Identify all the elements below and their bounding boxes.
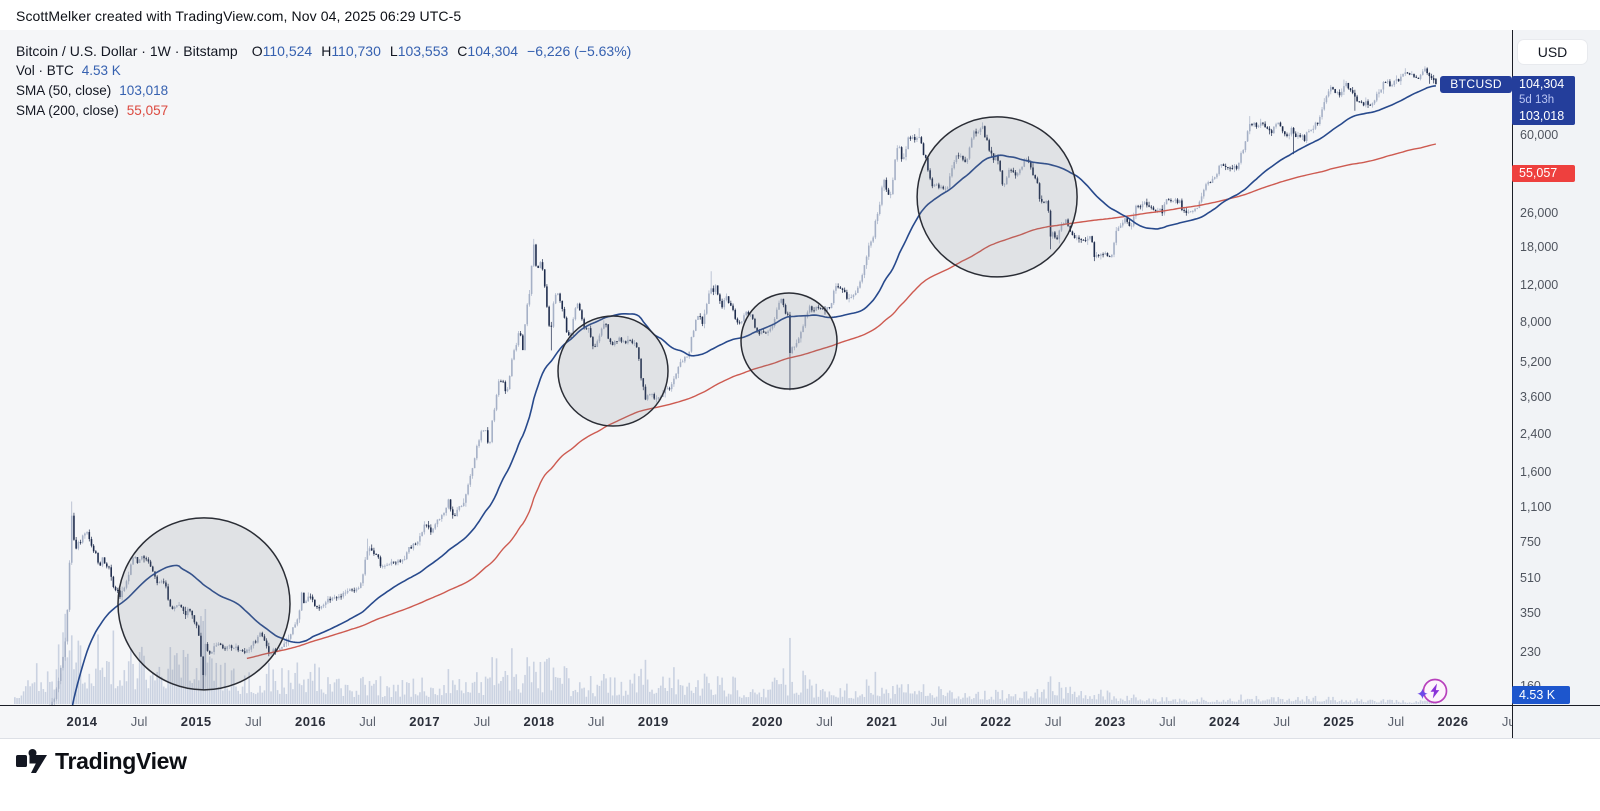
sma200-legend-row[interactable]: SMA (200, close) 55,057 [16, 101, 631, 121]
open-label: O [251, 43, 263, 59]
high-value: 110,730 [331, 43, 381, 59]
highlight-circle[interactable] [557, 315, 669, 427]
time-tick-label: Jul [816, 714, 833, 729]
time-tick-label: Jul [1044, 714, 1062, 729]
sma-200-line [246, 143, 1437, 660]
time-axis[interactable]: 2014 Jul 2015 Jul 2016 Jul 2017 Jul 2018 Jul 2019 2… [0, 705, 1512, 738]
price-tick-label: 8,000 [1520, 315, 1552, 330]
open-value: 110,524 [262, 43, 313, 59]
sma50-price-label: 103,018 [1512, 107, 1575, 125]
highlight-circle[interactable] [916, 116, 1078, 278]
volume-legend-row[interactable]: Vol · BTC 4.53 K [16, 61, 631, 81]
time-tick-label: 2022 [980, 714, 1012, 729]
volume-value: 4.53 K [81, 63, 121, 78]
price-axis[interactable]: USD 60,00040,00026,00018,00012,0008,0005… [1512, 30, 1600, 738]
volume-bars [14, 609, 1437, 704]
bar-countdown-label: 5d 13h [1512, 92, 1575, 108]
candlesticks [49, 66, 1437, 705]
sma200-label: SMA (200, close) [16, 103, 119, 118]
time-tick-label: 2014 [66, 714, 98, 729]
lightning-bolt-icon [1430, 683, 1440, 699]
time-tick-label: 2018 [523, 714, 555, 729]
currency-button[interactable]: USD [1518, 40, 1587, 64]
time-tick-label: 2019 [637, 714, 669, 729]
time-tick-label: 2024 [1209, 714, 1240, 729]
price-scale-background [1512, 30, 1600, 738]
highlight-circle[interactable] [117, 517, 291, 691]
price-tick-label: 5,200 [1520, 355, 1552, 370]
time-tick-label: Jul [1159, 714, 1176, 729]
price-tick-label: 350 [1520, 606, 1541, 620]
high-label: H [321, 43, 332, 59]
annotation-circles[interactable] [117, 116, 1078, 691]
close-value: 104,304 [467, 43, 519, 59]
price-tick-label: 230 [1520, 645, 1541, 659]
time-tick-label: 2021 [866, 714, 898, 729]
price-tick-label: 26,000 [1520, 206, 1559, 220]
price-tick-label: 60,000 [1520, 128, 1559, 143]
time-tick-label: 2016 [295, 714, 326, 729]
time-tick-label: Jul [587, 714, 605, 729]
time-tick-label: Jul [1273, 714, 1290, 729]
tradingview-logo[interactable]: TradingView [16, 748, 187, 775]
low-value: 103,553 [397, 43, 449, 59]
time-tick-label: 2017 [409, 714, 441, 729]
time-tick-label: 2025 [1323, 714, 1355, 729]
sma200-value: 55,057 [126, 103, 169, 118]
watermark-text: ScottMelker created with TradingView.com… [16, 8, 462, 24]
low-label: L [389, 43, 398, 59]
footer: TradingView [16, 744, 187, 778]
sma-50-line [71, 85, 1437, 705]
chart-legend: Bitcoin / U.S. Dollar · 1W · Bitstamp O11… [16, 41, 631, 121]
time-tick-label: Jul [359, 714, 376, 729]
volume-value-label: 4.53 K [1512, 686, 1570, 704]
tradingview-logo-icon [16, 749, 47, 773]
sma50-value: 103,018 [119, 83, 169, 98]
symbol-row[interactable]: Bitcoin / U.S. Dollar · 1W · Bitstamp O11… [16, 41, 631, 61]
time-tick-label: Jul [1387, 714, 1405, 729]
time-tick-label: Jul [130, 714, 148, 729]
sparkle-icon [1417, 688, 1428, 700]
time-tick-label: 2015 [180, 714, 212, 729]
time-tick-label: Jul [245, 714, 262, 729]
time-tick-label: 2026 [1437, 714, 1469, 729]
price-tick-label: 2,400 [1520, 427, 1552, 442]
chart-pane-background [0, 30, 1512, 738]
close-label: C [457, 43, 468, 59]
time-tick-label: Jul [1501, 714, 1512, 729]
change-value: −6,226 (−5.63%) [527, 43, 632, 59]
volume-label: Vol · BTC [16, 63, 74, 78]
price-tick-label: 18,000 [1520, 240, 1559, 255]
time-tick-label: Jul [930, 714, 948, 729]
price-tick-label: 750 [1520, 535, 1541, 550]
price-tick-label: 1,600 [1520, 464, 1552, 479]
last-price-label: 104,304 [1512, 75, 1575, 93]
price-tick-label: 510 [1520, 571, 1541, 586]
symbol-tag: BTCUSD [1440, 75, 1512, 93]
sma200-price-label: 55,057 [1512, 164, 1575, 182]
sma50-legend-row[interactable]: SMA (50, close) 103,018 [16, 81, 631, 101]
sma50-label: SMA (50, close) [16, 83, 112, 98]
boost-icon[interactable] [1417, 678, 1448, 704]
highlight-circle[interactable] [740, 292, 838, 390]
last-price-label-stack: 104,304 5d 13h 103,018 [1512, 75, 1575, 125]
symbol-title: Bitcoin / U.S. Dollar · 1W · Bitstamp [16, 43, 238, 59]
time-tick-label: 2020 [752, 714, 783, 729]
tradingview-logo-text: TradingView [55, 747, 187, 774]
time-tick-label: 2023 [1094, 714, 1126, 729]
price-tick-label: 1,100 [1520, 499, 1552, 514]
time-tick-label: Jul [473, 714, 491, 729]
price-tick-label: 12,000 [1520, 277, 1559, 292]
price-tick-label: 3,600 [1520, 389, 1552, 404]
